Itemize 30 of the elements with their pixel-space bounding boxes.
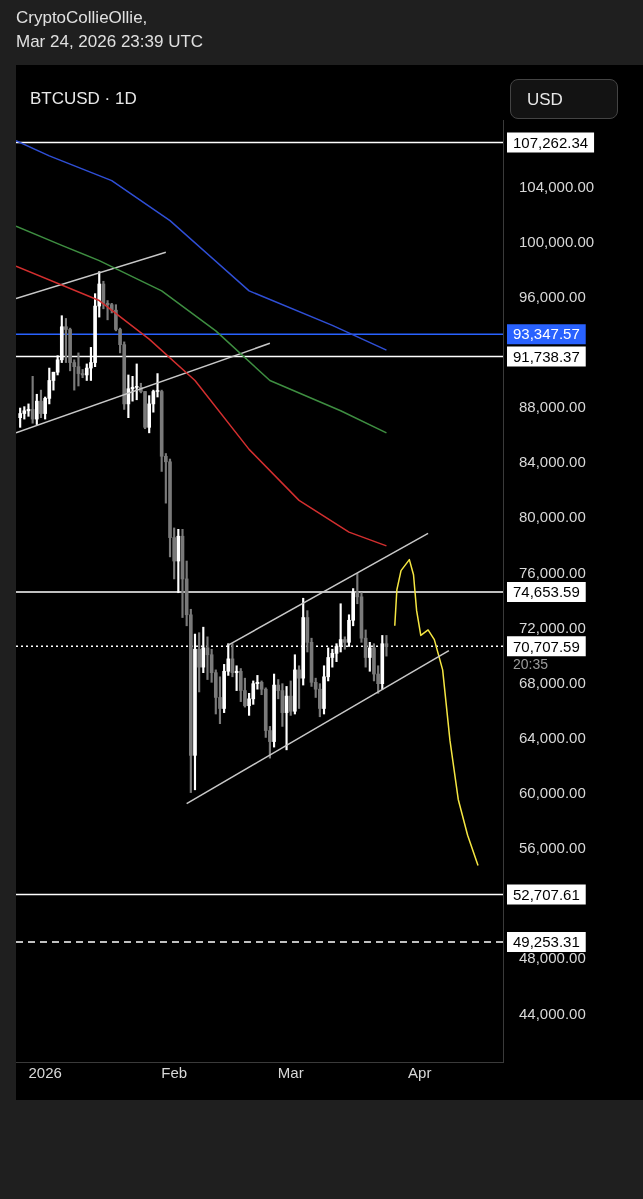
y-tick-label: 100,000.00 bbox=[519, 232, 595, 250]
x-tick-label: Mar bbox=[277, 1064, 304, 1082]
y-tick-label: 48,000.00 bbox=[519, 949, 586, 967]
y-tick-label: 84,000.00 bbox=[519, 453, 586, 471]
y-tick-label: 72,000.00 bbox=[519, 618, 586, 636]
ref-line-label: 107,262.34 bbox=[513, 133, 589, 151]
x-tick-label: Apr bbox=[408, 1064, 432, 1082]
ref-line-label: 49,253.31 bbox=[513, 933, 580, 951]
y-axis-title: USD bbox=[510, 79, 618, 119]
x-tick-label: 2026 bbox=[28, 1064, 62, 1082]
ref-line-label: 70,707.59 bbox=[513, 637, 580, 655]
y-tick-label: 104,000.00 bbox=[519, 177, 595, 195]
y-tick-label: 56,000.00 bbox=[519, 839, 586, 857]
y-tick-label: 80,000.00 bbox=[519, 508, 586, 526]
x-tick-label: Feb bbox=[161, 1064, 188, 1082]
y-tick-label: 76,000.00 bbox=[519, 563, 586, 581]
y-tick-label: 64,000.00 bbox=[519, 728, 586, 746]
ref-line-label: 93,347.57 bbox=[513, 325, 580, 343]
ref-line-label: 52,707.61 bbox=[513, 885, 580, 903]
y-tick-label: 96,000.00 bbox=[519, 287, 586, 305]
text: BTCUSD · 1D bbox=[30, 89, 137, 109]
chart-title: CryptoCollieOllie, bbox=[16, 7, 149, 29]
y-tick-label: 60,000.00 bbox=[519, 784, 586, 802]
y-tick-label: 68,000.00 bbox=[519, 673, 586, 691]
ref-line-label: 74,653.59 bbox=[513, 583, 580, 601]
y-tick-label: 44,000.00 bbox=[519, 1004, 586, 1022]
y-tick-label: 88,000.00 bbox=[519, 398, 586, 416]
chart-subtitle: Mar 24, 2026 23:39 UTC bbox=[16, 31, 204, 53]
text: 20:35 bbox=[513, 656, 549, 673]
ref-line-label: 91,738.37 bbox=[513, 347, 580, 365]
